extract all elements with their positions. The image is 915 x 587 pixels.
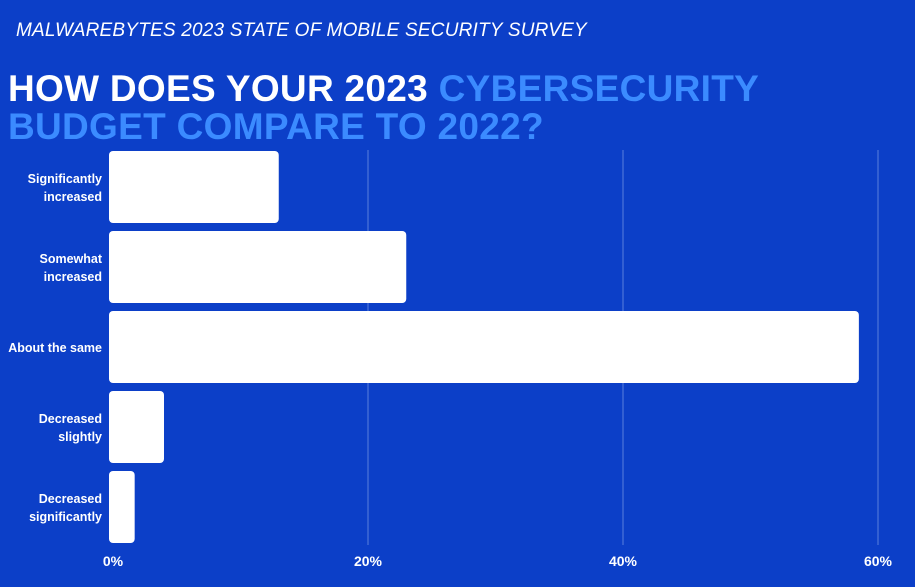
category-label-line: Somewhat bbox=[39, 252, 102, 266]
chart-title: HOW DOES YOUR 2023 CYBERSECURITY BUDGET … bbox=[8, 70, 913, 146]
category-label-line: Significantly bbox=[28, 172, 102, 186]
category-label: About the same bbox=[8, 341, 102, 355]
x-tick-label: 20% bbox=[354, 553, 383, 569]
category-label: Decreased slightly bbox=[39, 412, 102, 444]
bar bbox=[109, 311, 859, 383]
bar bbox=[109, 471, 135, 543]
category-label: Somewhat increased bbox=[39, 252, 102, 284]
title-part-accent: CYBERSECURITY BUDGET COMPARE TO 2022? bbox=[8, 68, 759, 147]
category-label: Significantly increased bbox=[28, 172, 102, 204]
x-tick-label: 0% bbox=[103, 553, 124, 569]
category-label: Decreased significantly bbox=[29, 492, 102, 524]
category-label-line: significantly bbox=[29, 510, 102, 524]
category-label-line: increased bbox=[44, 270, 102, 284]
x-tick-label: 40% bbox=[609, 553, 638, 569]
bar bbox=[109, 391, 164, 463]
bar bbox=[109, 231, 407, 303]
category-label-line: Decreased bbox=[39, 412, 102, 426]
bar bbox=[109, 151, 279, 223]
x-tick-label: 60% bbox=[864, 553, 893, 569]
category-label-line: About the same bbox=[8, 341, 102, 355]
category-label-line: slightly bbox=[58, 430, 102, 444]
title-part-white: HOW DOES YOUR 2023 bbox=[8, 68, 439, 109]
category-label-line: Decreased bbox=[39, 492, 102, 506]
category-label-line: increased bbox=[44, 190, 102, 204]
chart-subtitle: MALWAREBYTES 2023 STATE OF MOBILE SECURI… bbox=[16, 20, 587, 41]
